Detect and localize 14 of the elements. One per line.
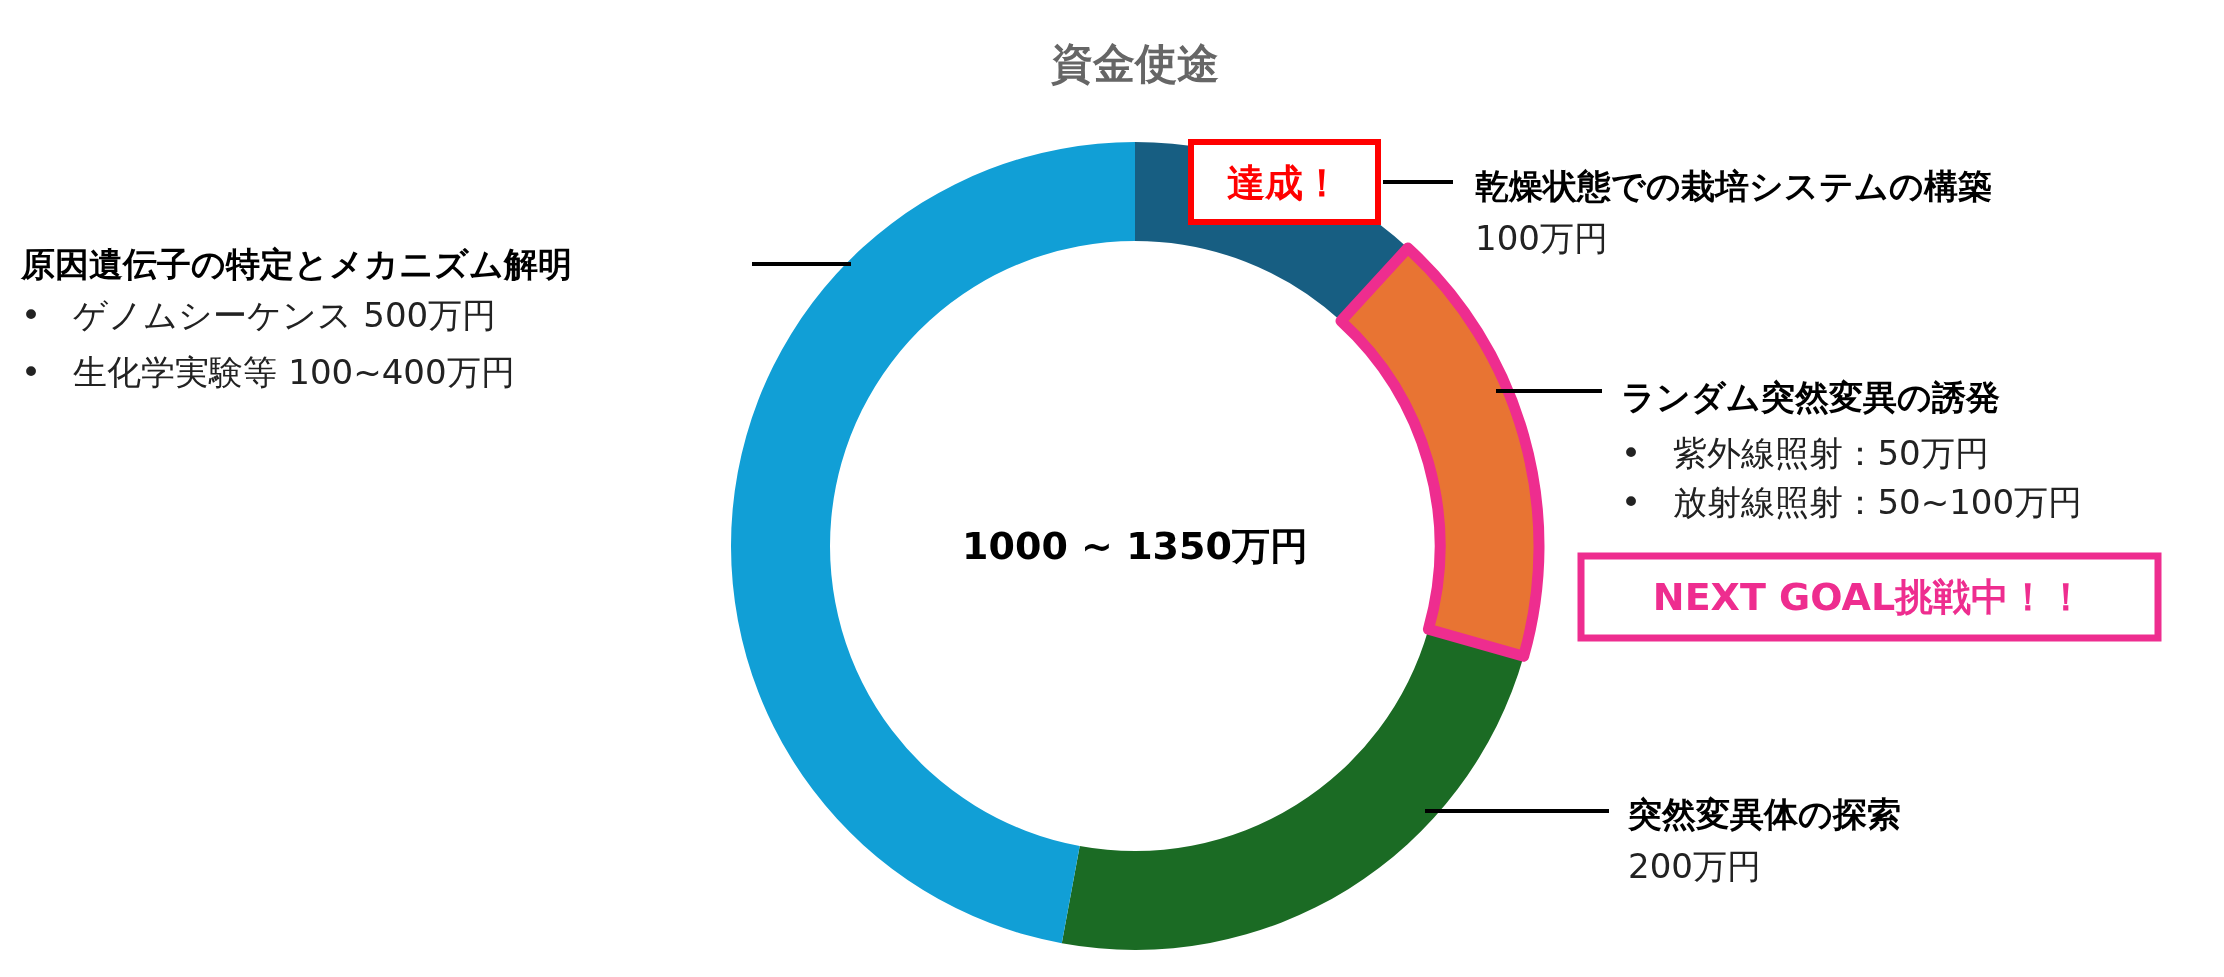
slice-label: ランダム突然変異の誘発 xyxy=(1621,377,2000,417)
text: • 紫外線照射：50万円 xyxy=(1621,433,1989,473)
text: 達成！ xyxy=(1227,161,1341,205)
text: 200万円 xyxy=(1628,846,1761,886)
slice-label: 乾燥状態での栽培システムの構築 xyxy=(1475,166,1992,206)
text: 100万円 xyxy=(1475,218,1608,258)
chart-title: 資金使途 xyxy=(1051,39,1219,88)
text: • ゲノムシーケンス 500万円 xyxy=(21,295,497,335)
slice-label: 突然変異体の探索 xyxy=(1627,794,1901,834)
text: • 放射線照射：50~100万円 xyxy=(1621,482,2083,522)
text: NEXT GOAL挑戦中！！ xyxy=(1652,575,2086,619)
slice-label: 原因遺伝子の特定とメカニズム解明 xyxy=(20,244,572,284)
text: 1000 ~ 1350万円 xyxy=(962,524,1308,568)
text: • 生化学実験等 100~400万円 xyxy=(21,352,515,392)
